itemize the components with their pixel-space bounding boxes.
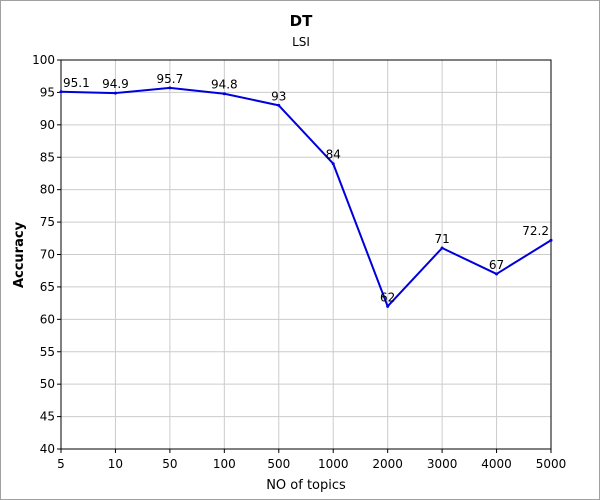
data-point [549,238,553,242]
data-point [277,103,281,107]
data-label: 95.1 [63,76,90,90]
data-point [168,86,172,90]
y-tick-label: 40 [40,442,55,456]
y-axis: 40 45 50 55 60 65 70 75 80 85 90 95 100 [32,53,61,456]
y-tick-label: 85 [40,150,55,164]
data-point [222,92,226,96]
data-point [331,162,335,166]
x-tick-label: 500 [267,457,290,471]
data-label: 95.7 [157,72,184,86]
data-label: 84 [326,148,341,162]
data-label: 94.9 [102,77,129,91]
y-tick-label: 100 [32,53,55,67]
y-tick-label: 80 [40,183,55,197]
grid [60,59,552,450]
chart-subtitle: LSI [292,35,310,49]
x-tick-label: 50 [162,457,177,471]
data-point [495,272,499,276]
x-tick-label: 10 [108,457,123,471]
data-point [59,90,63,94]
data-label: 94.8 [211,78,238,92]
y-tick-label: 45 [40,410,55,424]
data-label: 72.2 [522,224,549,238]
series-line [60,86,552,308]
y-tick-label: 65 [40,280,55,294]
x-axis-title: NO of topics [266,478,346,493]
data-point [113,91,117,95]
y-tick-label: 70 [40,248,55,262]
data-label: 67 [489,258,504,272]
x-axis: 5 10 50 100 500 1000 2000 3000 4000 5000 [57,449,566,471]
data-point [440,246,444,250]
x-tick-label: 100 [213,457,236,471]
y-tick-label: 60 [40,312,55,326]
x-tick-label: 5 [57,457,65,471]
data-label: 71 [434,232,449,246]
x-tick-label: 3000 [427,457,458,471]
x-tick-label: 2000 [372,457,403,471]
data-label: 93 [271,89,286,103]
x-tick-label: 1000 [318,457,349,471]
y-tick-label: 75 [40,215,55,229]
chart-title: DT [290,12,313,30]
x-tick-label: 4000 [481,457,512,471]
y-tick-label: 55 [40,345,55,359]
y-axis-title: Accuracy [12,221,27,288]
data-label: 62 [380,290,395,304]
y-tick-label: 95 [40,85,55,99]
y-tick-label: 90 [40,118,55,132]
x-tick-label: 5000 [536,457,567,471]
data-point [386,304,390,308]
y-tick-label: 50 [40,377,55,391]
series: 95.1 94.9 95.7 94.8 93 84 62 71 67 72.2 [59,72,553,308]
